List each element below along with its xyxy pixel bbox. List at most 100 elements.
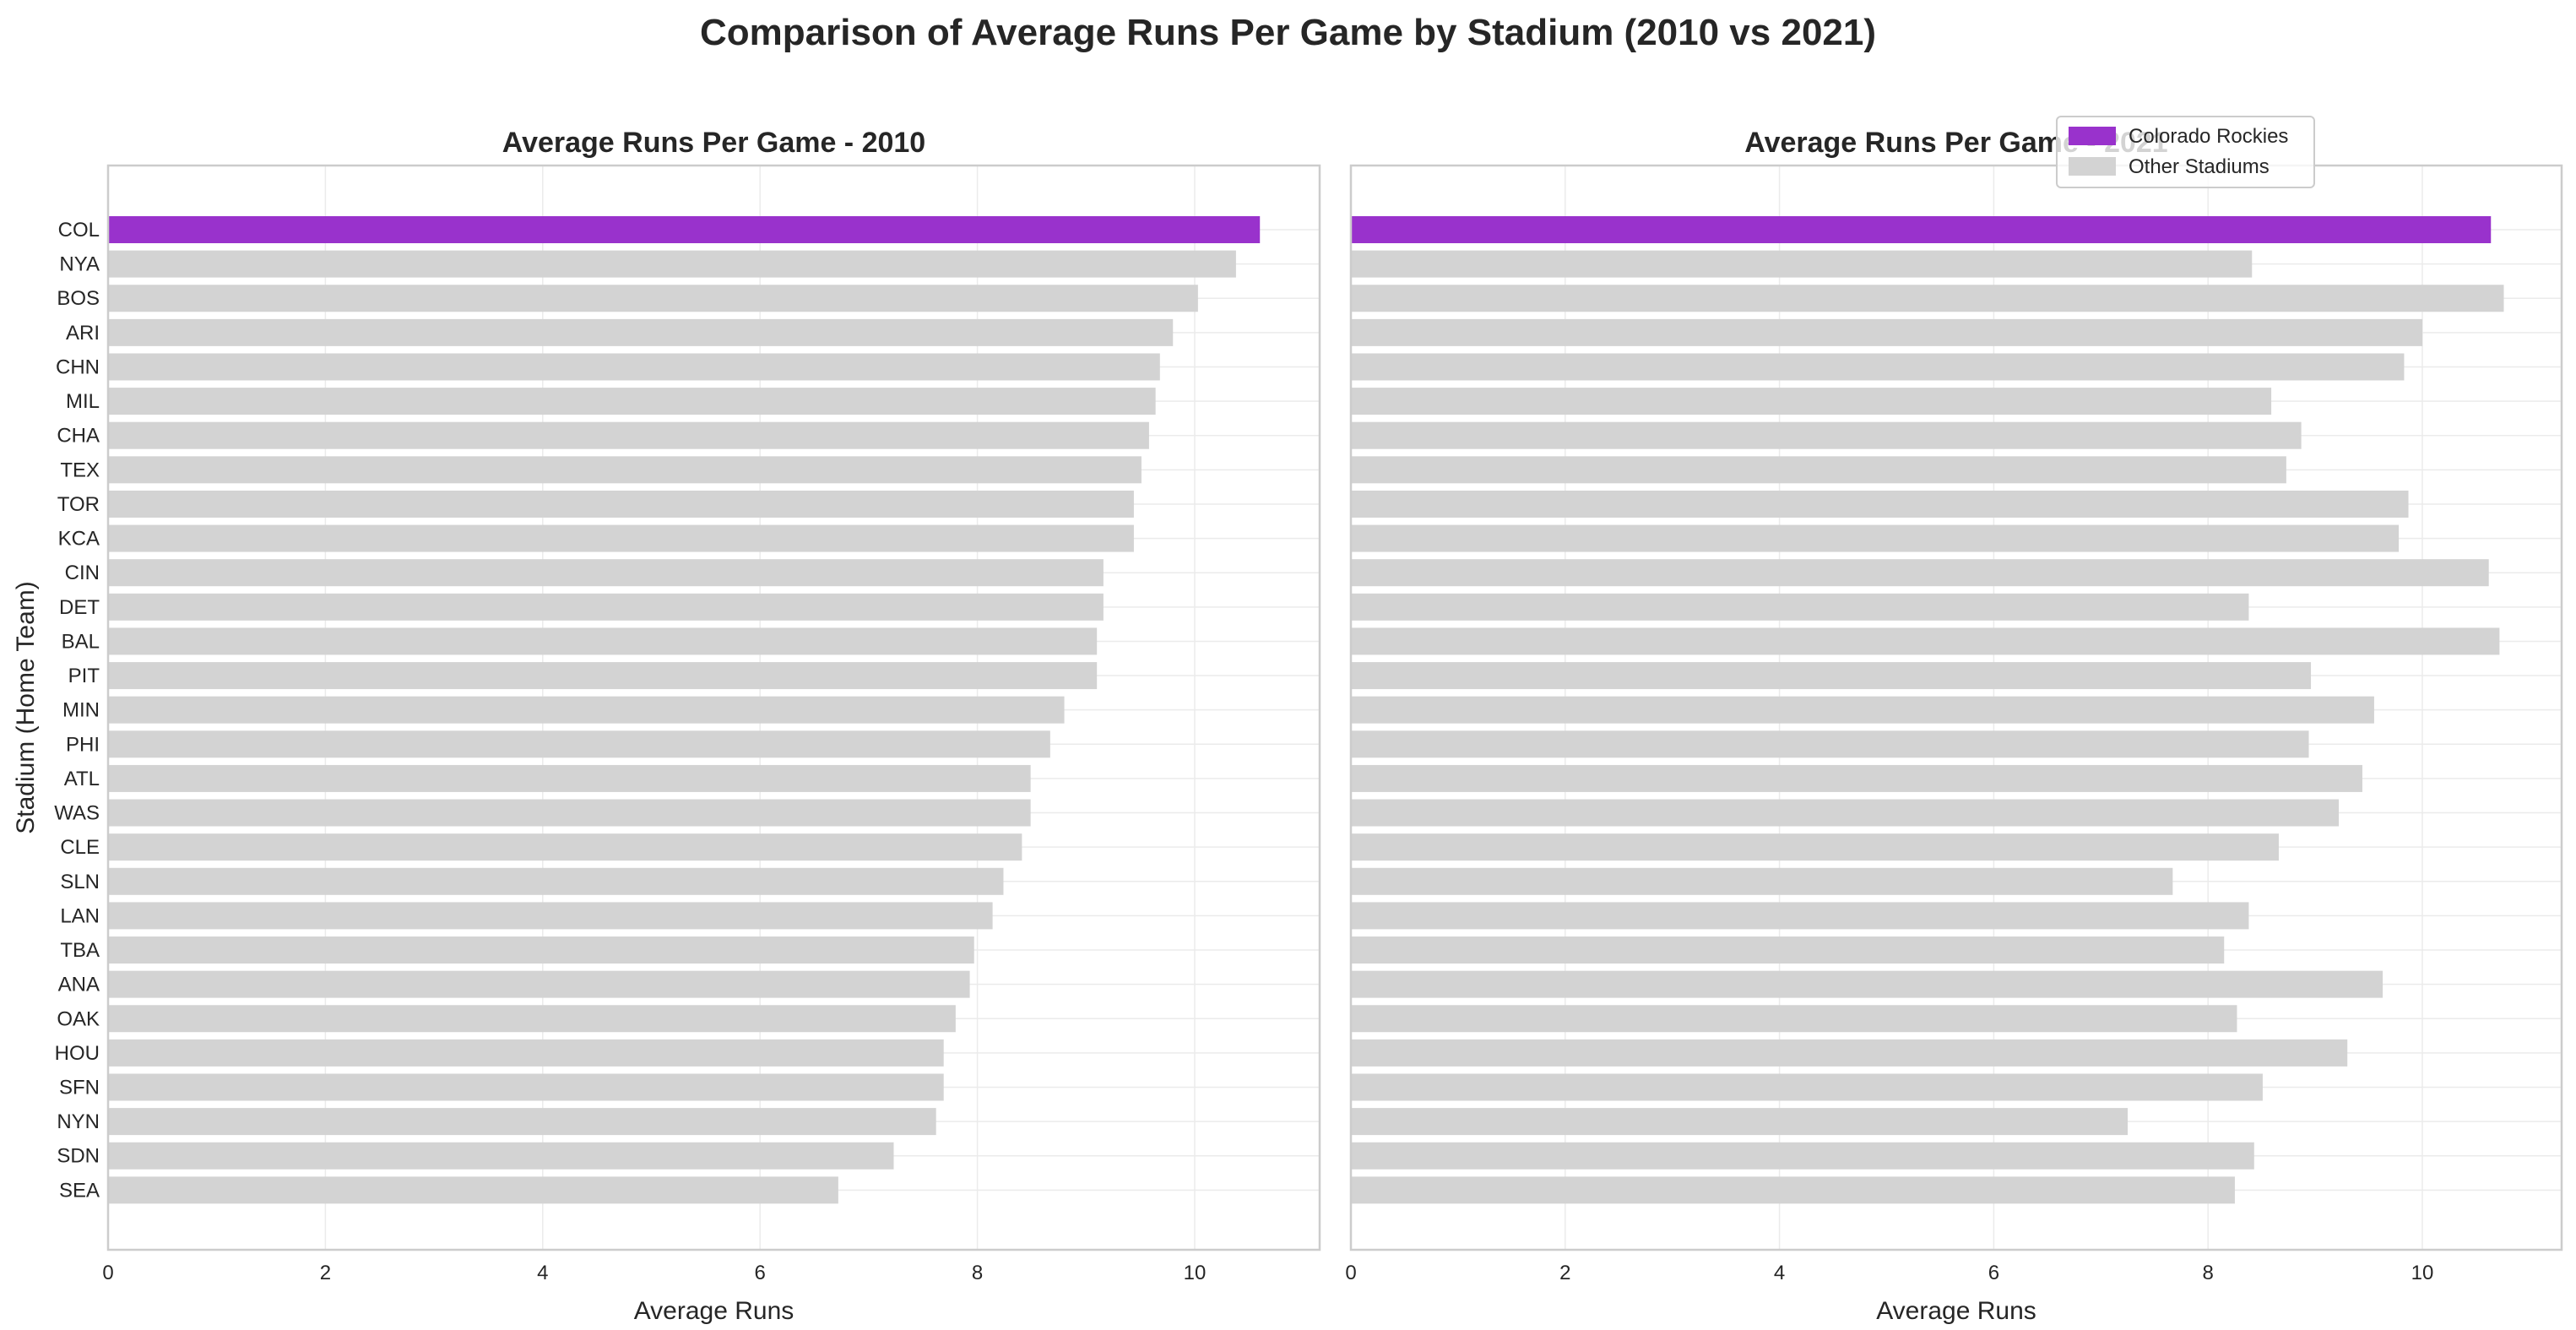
y-tick-label: BOS xyxy=(57,287,100,310)
bar-sea xyxy=(1351,1176,2235,1204)
bar-pit xyxy=(108,662,1098,690)
legend-swatch xyxy=(2069,157,2116,176)
bar-sfn xyxy=(1351,1073,2263,1101)
bar-sln xyxy=(108,867,1004,895)
y-tick-label: PIT xyxy=(68,665,100,687)
y-tick-label: CHA xyxy=(57,425,100,448)
bar-bos xyxy=(1351,285,2504,312)
legend-label: Colorado Rockies xyxy=(2129,125,2288,148)
x-tick-label: 8 xyxy=(2203,1262,2214,1284)
bar-min xyxy=(108,696,1065,724)
x-tick-label: 6 xyxy=(1988,1262,1999,1284)
bar-mil xyxy=(1351,388,2272,415)
bar-sdn xyxy=(108,1142,894,1170)
y-tick-label: OAK xyxy=(57,1007,100,1030)
bar-col xyxy=(1351,216,2492,243)
bar-tex xyxy=(1351,456,2286,484)
bar-cha xyxy=(1351,421,2302,449)
bar-min xyxy=(1351,696,2374,724)
y-tick-label: SEA xyxy=(59,1179,100,1202)
y-tick-label: CIN xyxy=(65,562,100,584)
bar-bal xyxy=(1351,627,2500,655)
bar-bal xyxy=(108,627,1098,655)
y-tick-label: TOR xyxy=(57,493,100,516)
y-tick-label: BAL xyxy=(62,630,100,653)
bar-kca xyxy=(108,524,1134,552)
y-axis-label: Stadium (Home Team) xyxy=(12,581,40,834)
bar-lan xyxy=(1351,902,2249,930)
x-tick-label: 0 xyxy=(102,1262,113,1284)
bar-cle xyxy=(108,833,1022,861)
y-tick-label: ANA xyxy=(58,974,100,996)
bar-phi xyxy=(108,730,1050,758)
y-tick-label: ATL xyxy=(64,768,100,790)
bar-kca xyxy=(1351,524,2400,552)
bar-chn xyxy=(108,353,1160,381)
x-axis-label: Average Runs xyxy=(1876,1297,2036,1325)
bar-chn xyxy=(1351,353,2405,381)
bar-hou xyxy=(1351,1039,2348,1067)
bar-det xyxy=(1351,593,2249,621)
bar-tex xyxy=(108,456,1142,484)
bar-det xyxy=(108,593,1104,621)
x-axis-label: Average Runs xyxy=(634,1297,794,1325)
figure-title: Comparison of Average Runs Per Game by S… xyxy=(699,12,1877,53)
x-tick-label: 2 xyxy=(1559,1262,1570,1284)
legend-box xyxy=(2056,116,2315,188)
bar-tba xyxy=(1351,936,2225,964)
y-tick-label: ARI xyxy=(66,322,100,345)
bar-was xyxy=(1351,799,2340,827)
x-tick-label: 10 xyxy=(2411,1262,2434,1284)
bar-sdn xyxy=(1351,1142,2254,1170)
subplot-title: Average Runs Per Game - 2010 xyxy=(502,127,925,159)
x-tick-label: 2 xyxy=(320,1262,331,1284)
y-tick-label: NYN xyxy=(57,1110,100,1133)
bar-pit xyxy=(1351,662,2312,690)
axes-frame xyxy=(106,164,1321,1251)
bar-lan xyxy=(108,902,993,930)
x-tick-label: 4 xyxy=(1774,1262,1785,1284)
y-tick-label: MIN xyxy=(62,699,100,722)
bar-nyn xyxy=(1351,1108,2129,1136)
y-tick-label: PHI xyxy=(66,733,100,756)
y-tick-label: DET xyxy=(59,596,100,619)
y-tick-label: TEX xyxy=(60,459,100,481)
y-tick-label: NYA xyxy=(59,253,100,276)
axes-frame xyxy=(1349,164,2563,1251)
bar-sfn xyxy=(108,1073,944,1101)
bar-cle xyxy=(1351,833,2279,861)
y-tick-label: HOU xyxy=(55,1042,100,1065)
y-tick-label: TBA xyxy=(60,939,100,962)
bar-cin xyxy=(108,559,1104,587)
y-tick-label: COL xyxy=(58,219,100,242)
bar-nya xyxy=(108,250,1236,278)
legend-label: Other Stadiums xyxy=(2129,155,2270,178)
x-tick-label: 0 xyxy=(1345,1262,1356,1284)
y-tick-label: SDN xyxy=(57,1145,100,1168)
bar-mil xyxy=(108,388,1156,415)
bar-nyn xyxy=(108,1108,936,1136)
bar-hou xyxy=(108,1039,944,1067)
bar-was xyxy=(108,799,1031,827)
bar-tba xyxy=(108,936,974,964)
bar-ari xyxy=(108,318,1174,346)
x-tick-label: 4 xyxy=(537,1262,548,1284)
bar-oak xyxy=(108,1005,956,1033)
y-tick-label: CLE xyxy=(60,836,100,859)
bar-phi xyxy=(1351,730,2309,758)
y-tick-label: MIL xyxy=(66,390,100,413)
bar-ari xyxy=(1351,318,2423,346)
x-tick-label: 10 xyxy=(1184,1262,1207,1284)
bar-nya xyxy=(1351,250,2253,278)
bar-atl xyxy=(1351,764,2362,792)
y-tick-label: SLN xyxy=(60,871,100,893)
bar-ana xyxy=(1351,970,2383,998)
x-tick-label: 8 xyxy=(972,1262,983,1284)
bar-col xyxy=(108,216,1261,243)
bar-bos xyxy=(108,285,1198,312)
bar-oak xyxy=(1351,1005,2237,1033)
bar-atl xyxy=(108,764,1031,792)
y-tick-label: WAS xyxy=(54,802,100,825)
legend-swatch xyxy=(2069,127,2116,145)
